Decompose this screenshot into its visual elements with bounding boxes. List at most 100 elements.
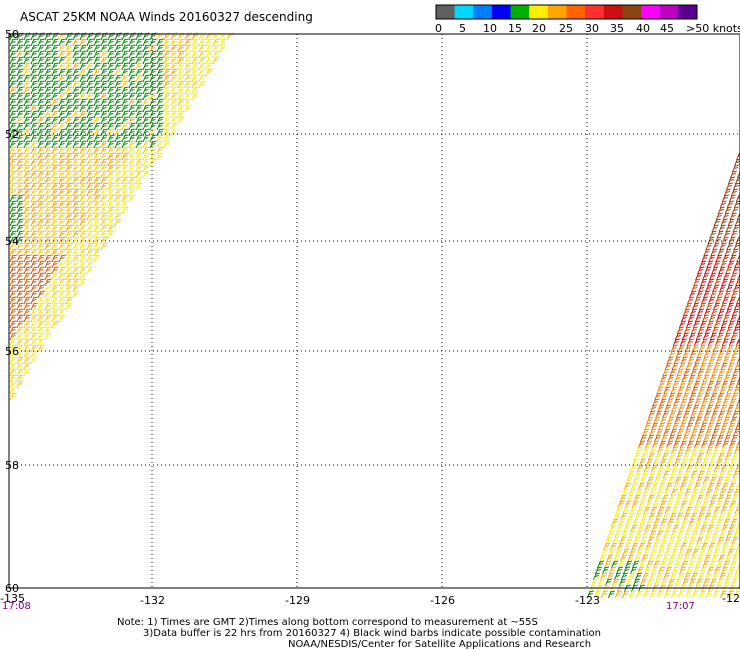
wind-barb	[44, 248, 52, 257]
wind-barb	[177, 104, 185, 113]
wind-barb	[23, 266, 31, 275]
wind-barb	[16, 200, 24, 209]
wind-barb	[37, 344, 45, 353]
wind-barb	[163, 116, 171, 125]
wind-barb	[30, 236, 38, 245]
wind-barb	[93, 104, 101, 113]
wind-barb	[9, 242, 17, 251]
wind-barb	[142, 62, 150, 71]
wind-barb	[58, 290, 66, 299]
wind-barb	[93, 98, 101, 107]
wind-barb	[79, 224, 87, 233]
wind-barb	[9, 332, 17, 341]
wind-barb	[65, 260, 73, 269]
wind-barb	[121, 80, 129, 89]
wind-barb	[170, 38, 178, 47]
wind-barb	[65, 44, 73, 53]
wind-barb	[93, 92, 101, 101]
wind-barb	[65, 278, 73, 287]
wind-barb	[205, 68, 213, 77]
wind-barb	[23, 332, 31, 341]
wind-barb	[37, 68, 45, 77]
wind-barb	[30, 260, 38, 269]
wind-barb	[30, 248, 38, 257]
wind-barb	[72, 212, 80, 221]
wind-barb	[86, 110, 94, 119]
wind-barb	[684, 590, 692, 599]
wind-barb	[86, 236, 94, 245]
wind-barb	[184, 104, 192, 113]
wind-barb	[9, 80, 17, 89]
wind-barb	[65, 302, 73, 311]
wind-barb	[100, 218, 108, 227]
wind-barb	[37, 38, 45, 47]
wind-barb	[135, 122, 143, 131]
wind-barb	[642, 590, 650, 599]
wind-barb	[107, 110, 115, 119]
wind-barb	[79, 194, 87, 203]
wind-barb	[107, 50, 115, 59]
wind-barb	[51, 260, 59, 269]
wind-barb	[58, 308, 66, 317]
wind-barb	[44, 152, 52, 161]
lat-label-54: 54	[5, 235, 19, 248]
wind-barb	[58, 44, 66, 53]
wind-barb	[114, 104, 122, 113]
wind-barb	[58, 146, 66, 155]
wind-barb	[72, 254, 80, 263]
wind-barb	[51, 218, 59, 227]
wind-barb	[86, 86, 94, 95]
wind-barb	[93, 68, 101, 77]
wind-barb	[198, 44, 206, 53]
wind-barb	[86, 260, 94, 269]
wind-barb	[30, 182, 38, 191]
wind-barb	[30, 128, 38, 137]
wind-barb	[156, 116, 164, 125]
wind-barb	[128, 122, 136, 131]
wind-barb	[107, 170, 115, 179]
wind-barb	[51, 272, 59, 281]
wind-barb	[114, 134, 122, 143]
legend-swatch	[566, 5, 586, 19]
wind-barb	[86, 224, 94, 233]
wind-barb	[23, 164, 31, 173]
wind-barb	[44, 98, 52, 107]
wind-barb	[170, 104, 178, 113]
wind-barb	[51, 170, 59, 179]
wind-barb	[30, 278, 38, 287]
wind-barb	[58, 56, 66, 65]
wind-barb	[44, 224, 52, 233]
wind-barb	[93, 182, 101, 191]
wind-barb	[23, 38, 31, 47]
wind-barb	[135, 164, 143, 173]
wind-barb	[177, 62, 185, 71]
wind-barb	[93, 200, 101, 209]
wind-barb	[93, 188, 101, 197]
wind-barb	[184, 86, 192, 95]
wind-barb	[177, 74, 185, 83]
wind-barb	[44, 44, 52, 53]
legend-swatch	[585, 5, 605, 19]
wind-barb	[30, 356, 38, 365]
wind-barb	[16, 152, 24, 161]
wind-barb	[44, 260, 52, 269]
wind-barb	[135, 74, 143, 83]
wind-barb	[135, 44, 143, 53]
wind-barb	[114, 218, 122, 227]
wind-barb	[93, 62, 101, 71]
wind-barb	[72, 278, 80, 287]
wind-barb	[107, 158, 115, 167]
wind-barb	[65, 272, 73, 281]
wind-barb	[23, 254, 31, 263]
wind-barb	[58, 296, 66, 305]
wind-barb	[30, 140, 38, 149]
wind-barb	[51, 158, 59, 167]
wind-barb	[114, 98, 122, 107]
wind-barb	[58, 272, 66, 281]
wind-barb	[86, 242, 94, 251]
wind-barb	[163, 56, 171, 65]
wind-barb	[177, 38, 185, 47]
wind-barb	[142, 170, 150, 179]
wind-barb	[142, 56, 150, 65]
wind-barb	[44, 170, 52, 179]
